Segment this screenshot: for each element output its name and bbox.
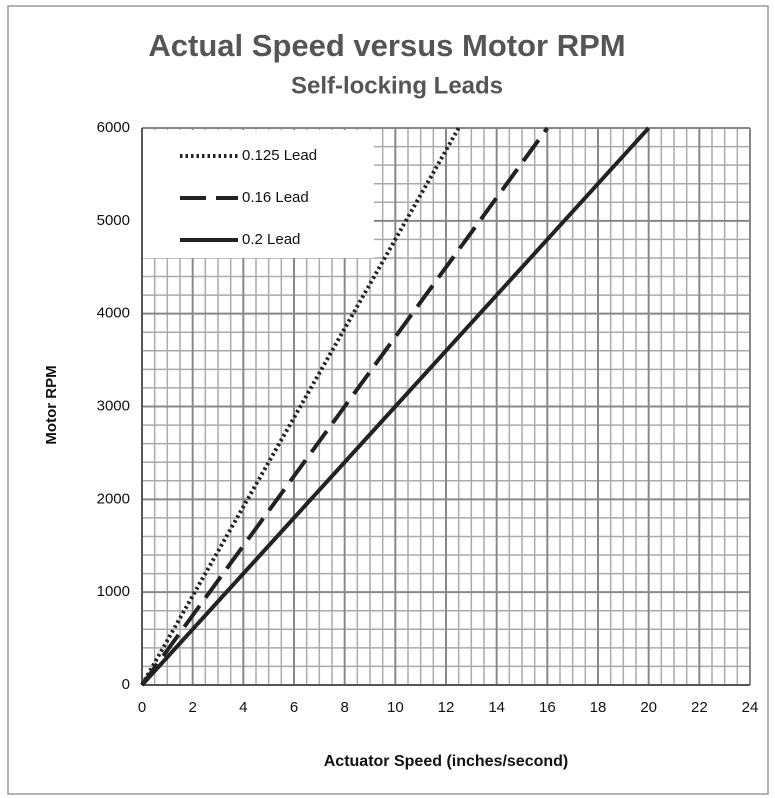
x-tick-label: 18 <box>590 699 607 716</box>
legend: 0.125 Lead 0.16 Lead 0.2 Lead <box>143 130 374 258</box>
y-tick-label: 4000 <box>97 305 130 322</box>
x-tick-label: 24 <box>742 699 759 716</box>
legend-box <box>143 130 374 258</box>
y-tick-label: 0 <box>122 676 130 693</box>
x-tick-label: 8 <box>340 699 348 716</box>
x-tick-label: 4 <box>239 699 247 716</box>
legend-label: 0.2 Lead <box>242 231 300 248</box>
legend-label: 0.16 Lead <box>242 189 309 206</box>
data-line <box>140 126 651 687</box>
x-tick-label: 10 <box>387 699 404 716</box>
y-axis-label: Motor RPM <box>43 365 60 444</box>
y-tick-label: 6000 <box>97 119 130 136</box>
x-tick-label: 6 <box>290 699 298 716</box>
x-tick-label: 20 <box>640 699 657 716</box>
y-tick-label: 2000 <box>97 490 130 507</box>
x-tick-label: 22 <box>691 699 708 716</box>
y-tick-label: 5000 <box>97 212 130 229</box>
x-tick-label: 12 <box>438 699 455 716</box>
chart-subtitle: Self-locking Leads <box>291 72 503 99</box>
x-axis-label: Actuator Speed (inches/second) <box>324 753 569 770</box>
x-tick-label: 14 <box>488 699 505 716</box>
y-tick-label: 1000 <box>97 583 130 600</box>
legend-label: 0.125 Lead <box>242 147 317 164</box>
data-line <box>140 126 549 687</box>
x-tick-label: 2 <box>188 699 196 716</box>
data-line <box>140 127 461 686</box>
chart-title: Actual Speed versus Motor RPM <box>148 28 625 63</box>
y-tick-label: 3000 <box>97 397 130 414</box>
x-tick-label: 0 <box>138 699 146 716</box>
x-tick-label: 16 <box>539 699 556 716</box>
